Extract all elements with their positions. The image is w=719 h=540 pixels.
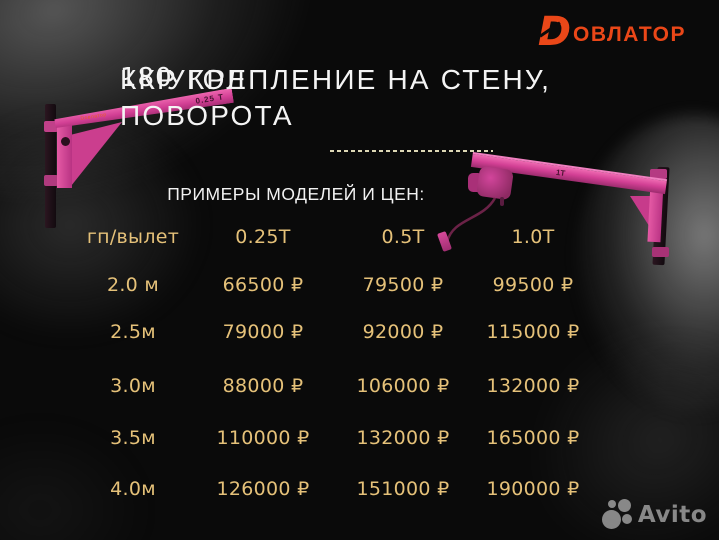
crane-right-capacity-label: 1Т <box>555 167 566 179</box>
crane-left-top-clamp <box>44 121 58 132</box>
price-cell: 106000 ₽ <box>356 375 450 397</box>
price-cell: 99500 ₽ <box>492 274 574 296</box>
row-span-label: 3.5м <box>110 427 156 449</box>
chain-hoist <box>476 165 514 201</box>
title-line-1: ККР КРЕПЛЕНИЕ НА СТЕНУ, <box>120 64 552 95</box>
crane-right-top-clamp <box>650 169 667 179</box>
hoist-motor <box>468 173 483 192</box>
table-row: 3.0м 88000 ₽ 106000 ₽ 132000 ₽ <box>78 371 598 401</box>
price-cell: 132000 ₽ <box>486 375 580 397</box>
brand-logo-d-icon: D <box>537 9 572 55</box>
table-header-capacity-span: гп/вылет <box>86 226 180 248</box>
avito-watermark-text: Avito <box>637 501 707 528</box>
row-span-label: 3.0м <box>110 375 156 397</box>
crane-left-bolt-hole <box>61 137 70 146</box>
avito-logo-icon <box>601 499 633 530</box>
table-row: 2.0 м 66500 ₽ 79500 ₽ 99500 ₽ <box>78 270 598 300</box>
title-rotation-angle: 180 <box>120 63 173 93</box>
dashed-divider <box>330 150 493 152</box>
crane-right-jib-arm: 1Т <box>470 152 668 195</box>
price-cell: 66500 ₽ <box>222 274 304 296</box>
price-cell: 110000 ₽ <box>216 427 310 449</box>
row-span-label: 2.5м <box>110 321 156 343</box>
section-subtitle: ПРИМЕРЫ МОДЕЛЕЙ И ЦЕН: <box>167 184 425 204</box>
title-line-2-text: УГОЛ ПОВОРОТА <box>120 64 294 132</box>
price-cell: 92000 ₽ <box>362 321 444 343</box>
crane-left-gusset <box>71 122 122 186</box>
table-row: 4.0м 126000 ₽ 151000 ₽ 190000 ₽ <box>78 474 598 504</box>
crane-right-bracket-plate <box>647 181 664 243</box>
price-cell: 126000 ₽ <box>216 478 310 500</box>
row-span-label: 2.0 м <box>106 274 160 296</box>
crane-left-brand-watermark: Dовлатор <box>80 111 108 122</box>
crane-right-bottom-clamp <box>652 247 669 257</box>
table-row: 2.5м 79000 ₽ 92000 ₽ 115000 ₽ <box>78 317 598 347</box>
price-cell: 132000 ₽ <box>356 427 450 449</box>
table-header-10t: 1.0Т <box>511 226 555 248</box>
price-cell: 151000 ₽ <box>356 478 450 500</box>
crane-right-gusset <box>630 196 658 240</box>
price-cell: 79500 ₽ <box>362 274 444 296</box>
table-header-row: гп/вылет 0.25Т 0.5Т 1.0Т <box>78 222 598 252</box>
table-header-025t: 0.25Т <box>235 226 291 248</box>
crane-right-wall-pole <box>652 166 670 266</box>
crane-left-bottom-clamp <box>44 175 58 186</box>
table-header-05t: 0.5Т <box>381 226 425 248</box>
smoke-right <box>575 115 719 415</box>
price-cell: 115000 ₽ <box>486 321 580 343</box>
price-cell: 88000 ₽ <box>222 375 304 397</box>
hoist-hook <box>500 197 504 206</box>
table-row: 3.5м 110000 ₽ 132000 ₽ 165000 ₽ <box>78 423 598 453</box>
brand-logo: D ОВЛАТОР <box>537 9 686 55</box>
price-cell: 165000 ₽ <box>486 427 580 449</box>
price-cell: 79000 ₽ <box>222 321 304 343</box>
avito-watermark: Avito <box>601 499 707 530</box>
crane-left-wall-pole <box>45 104 56 228</box>
price-cell: 190000 ₽ <box>486 478 580 500</box>
crane-left-bracket-plate <box>57 119 72 188</box>
row-span-label: 4.0м <box>110 478 156 500</box>
brand-logo-text: ОВЛАТОР <box>573 23 686 46</box>
